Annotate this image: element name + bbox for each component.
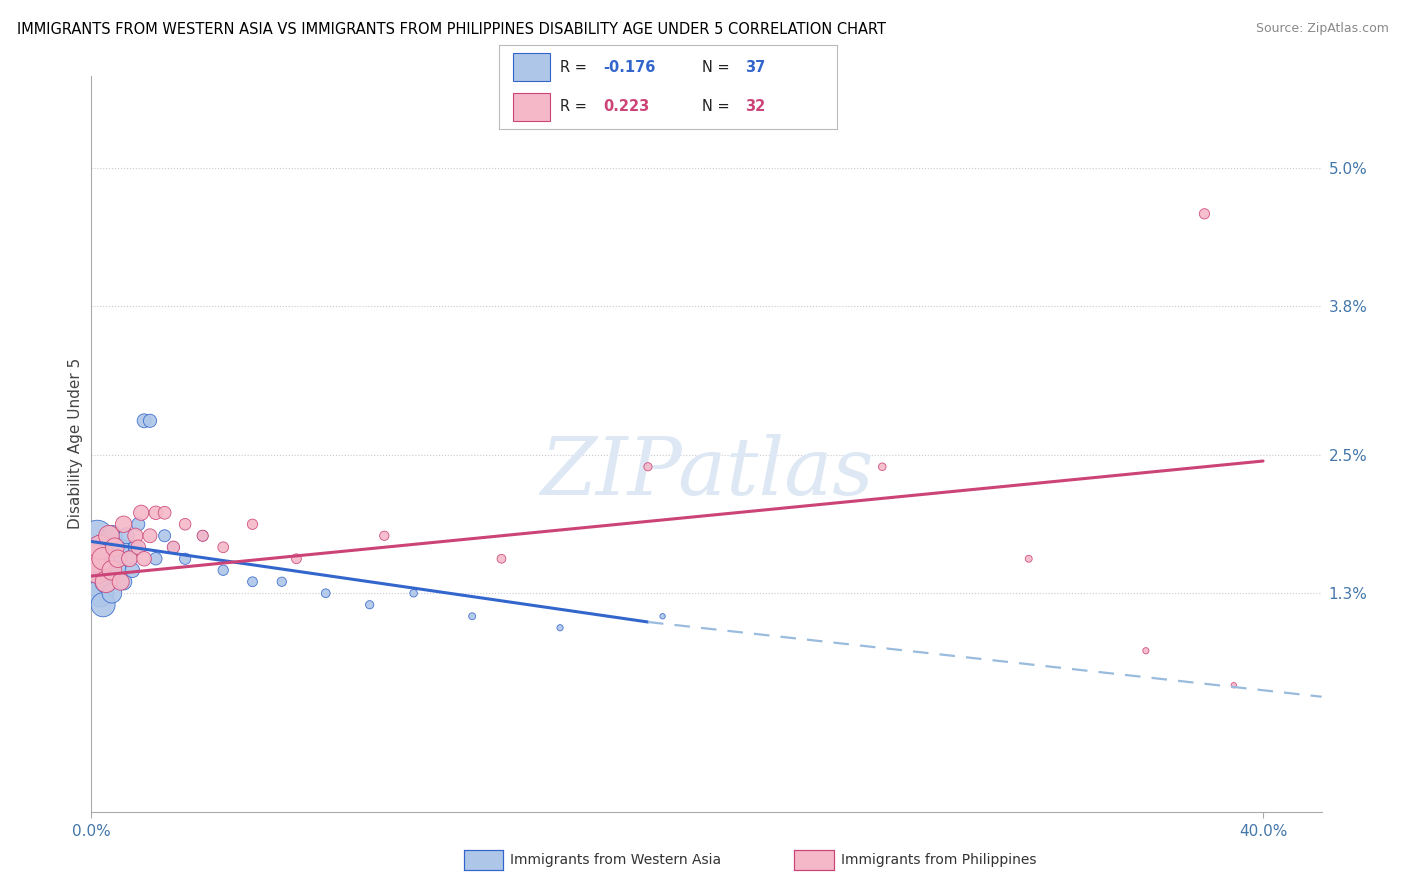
Point — [89, 586, 111, 600]
Point — [107, 563, 129, 577]
Y-axis label: Disability Age Under 5: Disability Age Under 5 — [67, 359, 83, 529]
Point — [162, 541, 184, 555]
Point — [127, 517, 149, 532]
Point — [145, 506, 167, 520]
Point — [127, 541, 149, 555]
Text: R =: R = — [560, 60, 592, 75]
Point — [402, 586, 425, 600]
Point — [1135, 644, 1157, 658]
Point — [101, 586, 124, 600]
Point — [104, 541, 127, 555]
Point — [315, 586, 337, 600]
Text: 37: 37 — [745, 60, 766, 75]
Point — [139, 529, 162, 543]
Point — [86, 563, 108, 577]
Point — [110, 541, 132, 555]
Text: 0.223: 0.223 — [603, 99, 650, 114]
Point — [89, 563, 111, 577]
Point — [548, 621, 571, 635]
Point — [637, 459, 659, 474]
Point — [104, 551, 127, 566]
Point — [129, 506, 152, 520]
Text: Source: ZipAtlas.com: Source: ZipAtlas.com — [1256, 22, 1389, 36]
Point — [112, 574, 135, 589]
Text: Immigrants from Western Asia: Immigrants from Western Asia — [510, 853, 721, 867]
Point — [1340, 322, 1362, 336]
Point — [91, 598, 114, 612]
Point — [145, 551, 167, 566]
Point — [270, 574, 292, 589]
Point — [124, 529, 146, 543]
Point — [110, 574, 132, 589]
Point — [242, 517, 264, 532]
Point — [132, 551, 155, 566]
Point — [98, 563, 120, 577]
Text: 32: 32 — [745, 99, 766, 114]
Point — [651, 609, 673, 624]
Point — [1222, 678, 1246, 692]
Point — [115, 529, 138, 543]
Point — [89, 541, 111, 555]
Point — [86, 574, 108, 589]
Point — [139, 414, 162, 428]
Point — [461, 609, 484, 624]
Point — [212, 541, 235, 555]
Point — [107, 551, 129, 566]
Point — [870, 459, 894, 474]
Point — [98, 529, 120, 543]
Point — [1194, 207, 1216, 221]
Text: N =: N = — [702, 99, 734, 114]
Point — [83, 551, 105, 566]
Point — [91, 551, 114, 566]
Point — [83, 551, 105, 566]
Point — [86, 529, 108, 543]
Text: -0.176: -0.176 — [603, 60, 657, 75]
Point — [212, 563, 235, 577]
Point — [124, 541, 146, 555]
Point — [191, 529, 214, 543]
Point — [359, 598, 381, 612]
Text: N =: N = — [702, 60, 734, 75]
Point — [112, 517, 135, 532]
Point — [101, 563, 124, 577]
Point — [174, 551, 197, 566]
Point — [94, 574, 117, 589]
Point — [174, 517, 197, 532]
Point — [132, 414, 155, 428]
Point — [94, 574, 117, 589]
Bar — [513, 93, 550, 120]
Point — [491, 551, 513, 566]
Text: IMMIGRANTS FROM WESTERN ASIA VS IMMIGRANTS FROM PHILIPPINES DISABILITY AGE UNDER: IMMIGRANTS FROM WESTERN ASIA VS IMMIGRAN… — [17, 22, 886, 37]
Point — [242, 574, 264, 589]
Point — [118, 551, 141, 566]
Text: ZIPatlas: ZIPatlas — [540, 434, 873, 512]
Point — [101, 529, 124, 543]
Point — [285, 551, 308, 566]
Point — [121, 563, 143, 577]
Point — [94, 551, 117, 566]
Point — [91, 541, 114, 555]
Text: R =: R = — [560, 99, 592, 114]
Bar — [513, 54, 550, 81]
Point — [162, 541, 184, 555]
Point — [373, 529, 395, 543]
Point — [118, 551, 141, 566]
Point — [1018, 551, 1040, 566]
Point — [191, 529, 214, 543]
Text: Immigrants from Philippines: Immigrants from Philippines — [841, 853, 1036, 867]
Point — [153, 506, 176, 520]
Point — [153, 529, 176, 543]
